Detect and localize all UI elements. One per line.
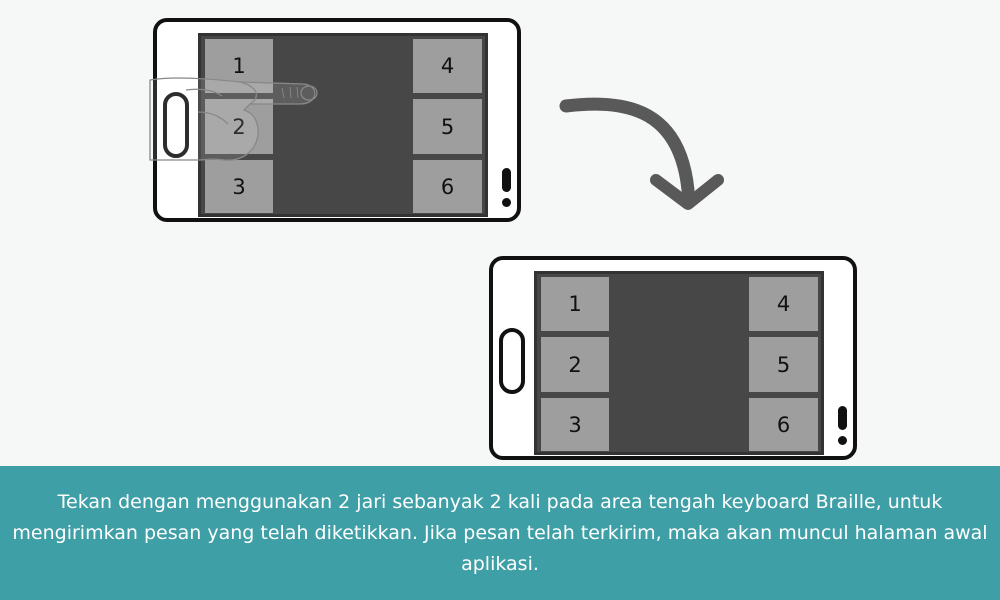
instruction-caption-bar: Tekan dengan menggunakan 2 jari sebanyak…: [0, 466, 1000, 600]
braille-key-2[interactable]: 2: [205, 99, 273, 154]
braille-keyboard-screen[interactable]: 1 2 3 4 5 6: [534, 271, 824, 455]
braille-key-5[interactable]: 5: [749, 337, 818, 392]
curved-arrow-icon: [559, 97, 724, 210]
braille-key-3[interactable]: 3: [541, 398, 609, 451]
home-button[interactable]: [163, 92, 189, 158]
braille-key-6[interactable]: 6: [413, 160, 482, 213]
instruction-text: Tekan dengan menggunakan 2 jari sebanyak…: [12, 490, 988, 575]
camera-dot: [502, 198, 511, 207]
braille-key-1[interactable]: 1: [205, 39, 273, 93]
speaker-slot: [838, 406, 847, 430]
braille-keyboard-screen[interactable]: 1 2 3 4 5 6: [198, 33, 488, 217]
braille-key-6[interactable]: 6: [749, 398, 818, 451]
braille-key-4[interactable]: 4: [749, 277, 818, 331]
braille-key-3[interactable]: 3: [205, 160, 273, 213]
phone-after: 1 2 3 4 5 6: [489, 256, 857, 460]
braille-key-2[interactable]: 2: [541, 337, 609, 392]
braille-key-1[interactable]: 1: [541, 277, 609, 331]
home-button[interactable]: [499, 328, 525, 394]
braille-key-5[interactable]: 5: [413, 99, 482, 154]
camera-dot: [838, 436, 847, 445]
phone-before: 1 2 3 4 5 6: [153, 18, 521, 222]
speaker-slot: [502, 168, 511, 192]
braille-key-4[interactable]: 4: [413, 39, 482, 93]
